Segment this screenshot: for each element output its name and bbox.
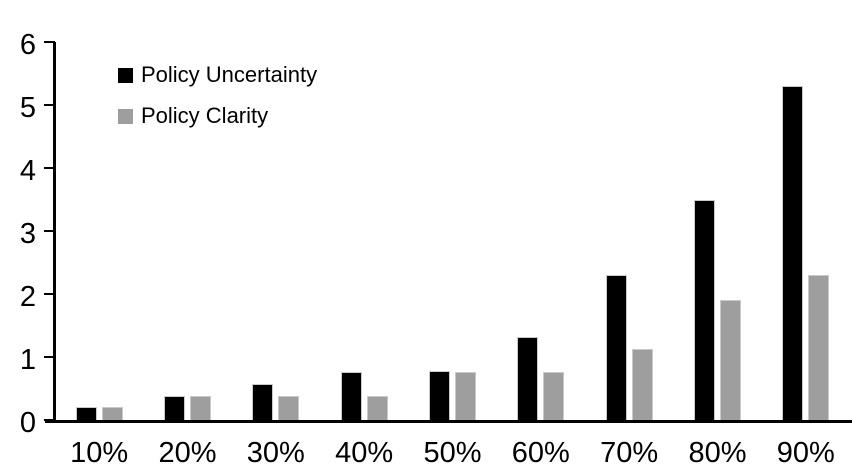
x-tick-label-70%: 70% [600,437,659,469]
y-tick-mark [44,419,55,421]
y-axis-line [53,42,56,423]
legend-item-policy-clarity: Policy Clarity [118,103,317,129]
bar-policy-uncertainty-70% [605,275,627,420]
y-tick-mark [44,293,55,295]
x-tick-label-30%: 30% [246,437,305,469]
x-tick-label-60%: 60% [511,437,570,469]
y-tick-mark [44,230,55,232]
y-tick-label: 2 [19,281,36,313]
bar-group-70% [585,42,673,420]
x-tick-label-80%: 80% [688,437,747,469]
bar-policy-clarity-90% [808,275,830,420]
bar-policy-uncertainty-60% [517,336,539,420]
legend: Policy Uncertainty Policy Clarity [118,62,318,129]
x-axis-line [45,420,852,423]
y-tick-mark [44,167,55,169]
bar-policy-clarity-40% [366,396,388,420]
bar-policy-clarity-60% [543,371,565,420]
y-tick-label: 0 [19,407,36,439]
y-tick-mark [44,41,55,43]
bar-group-80% [673,42,761,420]
y-tick-label: 3 [19,218,36,250]
y-tick-label: 5 [19,92,36,124]
bar-policy-clarity-80% [719,300,741,420]
x-tick-label-10%: 10% [70,437,129,469]
y-tick-label: 4 [19,155,36,187]
bar-policy-uncertainty-40% [340,372,362,420]
bar-policy-uncertainty-50% [428,370,450,420]
x-tick-label-90%: 90% [776,437,835,469]
y-tick-mark [44,356,55,358]
bar-policy-uncertainty-10% [75,407,97,420]
y-tick-mark [44,104,55,106]
y-tick-label: 6 [19,29,36,61]
legend-label-policy-clarity: Policy Clarity [141,103,269,129]
bar-group-90% [762,42,850,420]
bar-group-30% [232,42,320,420]
bar-group-10% [55,42,143,420]
bar-policy-uncertainty-80% [693,199,715,420]
y-tick-label: 1 [19,344,36,376]
x-tick-label-50%: 50% [423,437,482,469]
x-tick-label-20%: 20% [158,437,217,469]
bar-policy-clarity-10% [101,407,123,420]
policy-clarity-swatch-icon [118,108,133,124]
bar-policy-clarity-20% [189,396,211,420]
legend-item-policy-uncertainty: Policy Uncertainty [118,62,318,87]
policy-uncertainty-swatch-icon [118,67,133,83]
bar-policy-uncertainty-30% [252,384,274,420]
bar-group-40% [320,42,408,420]
bar-group-20% [143,42,231,420]
bar-policy-clarity-70% [631,348,653,420]
bar-group-60% [497,42,585,420]
bar-policy-uncertainty-20% [163,396,185,420]
bar-policy-uncertainty-90% [782,86,804,420]
legend-label-policy-uncertainty: Policy Uncertainty [141,62,318,87]
bar-policy-clarity-30% [278,396,300,420]
x-tick-label-40%: 40% [335,437,394,469]
bar-policy-clarity-50% [454,371,476,420]
bar-group-50% [408,42,496,420]
